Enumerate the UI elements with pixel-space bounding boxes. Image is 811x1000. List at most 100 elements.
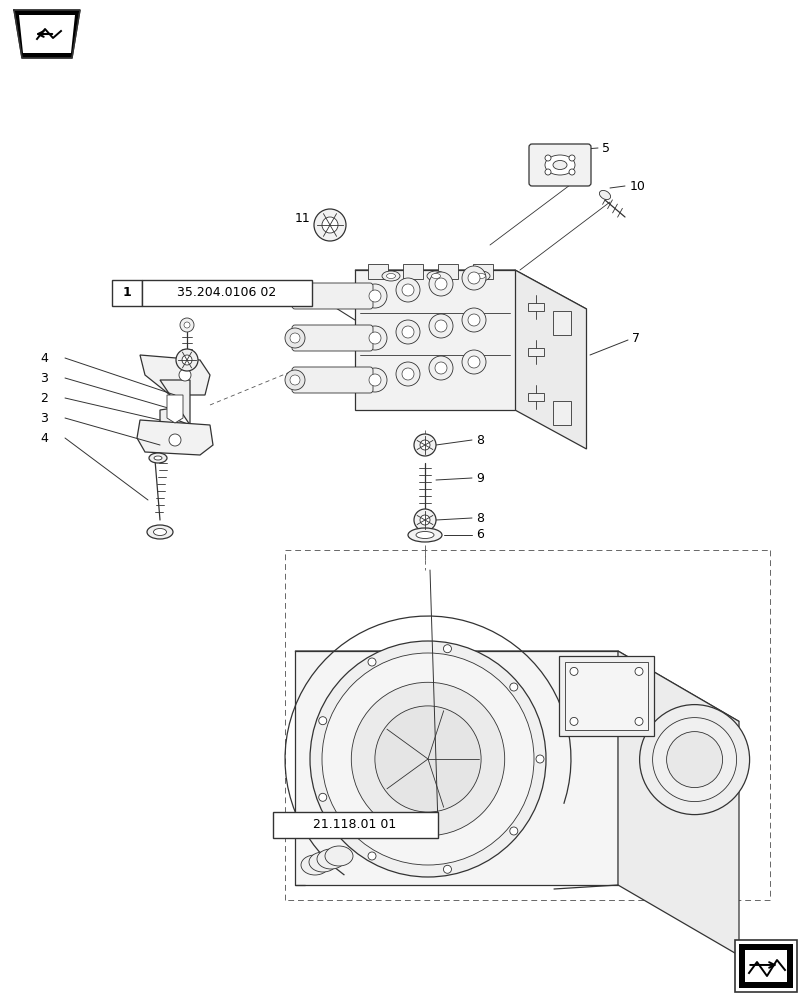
Ellipse shape xyxy=(476,273,485,278)
Circle shape xyxy=(467,314,479,326)
FancyBboxPatch shape xyxy=(292,325,372,351)
Circle shape xyxy=(414,434,436,456)
Circle shape xyxy=(367,852,375,860)
Polygon shape xyxy=(354,270,586,309)
Bar xyxy=(528,393,544,401)
Circle shape xyxy=(401,326,414,338)
Ellipse shape xyxy=(381,271,400,281)
Text: 9: 9 xyxy=(475,472,483,485)
Circle shape xyxy=(375,706,480,812)
Bar xyxy=(552,401,570,425)
Circle shape xyxy=(401,368,414,380)
Circle shape xyxy=(322,653,534,865)
Bar xyxy=(528,348,544,356)
Circle shape xyxy=(535,755,543,763)
Text: 21.118.01 01: 21.118.01 01 xyxy=(313,818,396,831)
Polygon shape xyxy=(160,380,190,435)
Bar xyxy=(564,662,647,730)
Circle shape xyxy=(569,169,574,175)
Circle shape xyxy=(509,683,517,691)
Circle shape xyxy=(634,717,642,725)
Circle shape xyxy=(169,434,181,446)
Circle shape xyxy=(396,278,419,302)
Circle shape xyxy=(569,155,574,161)
Text: 5: 5 xyxy=(601,142,609,155)
Circle shape xyxy=(419,440,430,450)
Text: 6: 6 xyxy=(475,528,483,542)
Text: 2: 2 xyxy=(40,391,48,404)
Bar xyxy=(734,940,796,992)
Polygon shape xyxy=(137,420,212,455)
Ellipse shape xyxy=(148,453,167,463)
Circle shape xyxy=(467,356,479,368)
Ellipse shape xyxy=(386,273,395,278)
Bar xyxy=(112,280,142,306)
Text: 8: 8 xyxy=(475,434,483,446)
Circle shape xyxy=(428,356,453,380)
Circle shape xyxy=(368,374,380,386)
FancyBboxPatch shape xyxy=(292,283,372,309)
Bar xyxy=(402,263,423,278)
Circle shape xyxy=(285,370,305,390)
Circle shape xyxy=(176,349,198,371)
Bar xyxy=(552,311,570,335)
Polygon shape xyxy=(139,355,210,395)
Text: 4: 4 xyxy=(40,352,48,364)
Circle shape xyxy=(322,217,337,233)
Ellipse shape xyxy=(427,271,444,281)
Circle shape xyxy=(368,332,380,344)
Text: 3: 3 xyxy=(40,371,48,384)
Ellipse shape xyxy=(147,525,173,539)
Text: 1: 1 xyxy=(122,286,131,300)
Circle shape xyxy=(544,155,551,161)
Circle shape xyxy=(401,284,414,296)
Text: 4: 4 xyxy=(40,432,48,444)
Circle shape xyxy=(467,272,479,284)
Circle shape xyxy=(435,278,446,290)
Ellipse shape xyxy=(552,161,566,170)
Circle shape xyxy=(639,705,749,815)
Circle shape xyxy=(544,169,551,175)
Circle shape xyxy=(419,515,430,525)
Circle shape xyxy=(363,284,387,308)
Circle shape xyxy=(290,375,299,385)
Polygon shape xyxy=(294,651,617,885)
Polygon shape xyxy=(617,651,738,955)
Circle shape xyxy=(461,308,486,332)
Circle shape xyxy=(666,732,722,788)
Polygon shape xyxy=(14,10,80,58)
FancyBboxPatch shape xyxy=(292,367,372,393)
Bar xyxy=(367,263,388,278)
Ellipse shape xyxy=(324,846,353,866)
Text: 11: 11 xyxy=(294,212,311,225)
Ellipse shape xyxy=(471,271,489,281)
Circle shape xyxy=(184,322,190,328)
Ellipse shape xyxy=(154,456,162,460)
Text: 35.204.0106 02: 35.204.0106 02 xyxy=(177,286,277,300)
Circle shape xyxy=(396,320,419,344)
Circle shape xyxy=(443,865,451,873)
Circle shape xyxy=(435,320,446,332)
Bar xyxy=(437,263,457,278)
Ellipse shape xyxy=(544,155,574,175)
Circle shape xyxy=(368,290,380,302)
Circle shape xyxy=(310,641,545,877)
Circle shape xyxy=(178,369,191,381)
Circle shape xyxy=(314,209,345,241)
Polygon shape xyxy=(354,270,514,410)
Circle shape xyxy=(367,658,375,666)
Circle shape xyxy=(652,718,736,802)
Polygon shape xyxy=(19,15,75,53)
Text: 3: 3 xyxy=(40,412,48,424)
Circle shape xyxy=(461,350,486,374)
Ellipse shape xyxy=(407,528,441,542)
Circle shape xyxy=(363,368,387,392)
Polygon shape xyxy=(514,270,586,449)
Text: 7: 7 xyxy=(631,332,639,344)
Bar xyxy=(738,944,792,988)
Circle shape xyxy=(290,291,299,301)
Circle shape xyxy=(180,318,194,332)
Bar xyxy=(472,263,492,278)
Circle shape xyxy=(569,667,577,675)
Circle shape xyxy=(396,362,419,386)
